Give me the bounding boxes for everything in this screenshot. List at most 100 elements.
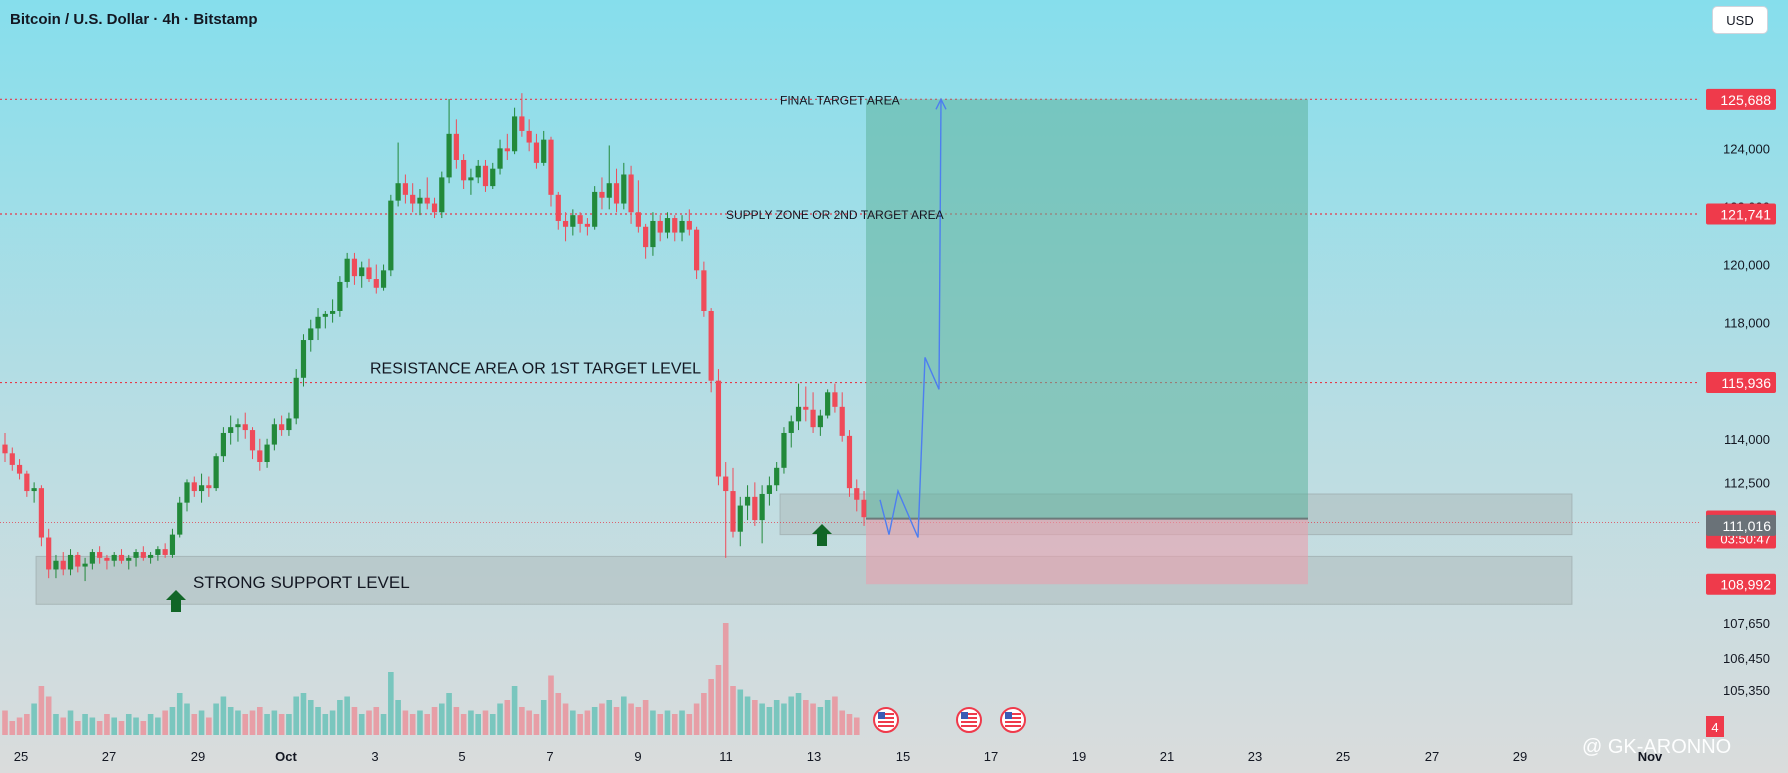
volume-bar [526, 710, 532, 735]
candle-body [635, 212, 641, 227]
candle [286, 412, 292, 436]
us-flag-icon [873, 707, 899, 733]
flag-stripe [961, 721, 977, 723]
volume-bar [133, 717, 139, 735]
currency-button[interactable]: USD [1712, 6, 1768, 34]
candle-body [228, 427, 234, 433]
x-tick-label: 3 [371, 749, 378, 764]
candle-body [293, 377, 299, 419]
candle-body [490, 168, 496, 187]
resistance-label: RESISTANCE AREA OR 1ST TARGET LEVEL [370, 361, 701, 378]
volume-bar [577, 714, 583, 735]
volume-axis-badge [1706, 716, 1724, 737]
x-tick-label: 29 [1513, 749, 1527, 764]
candle [453, 119, 459, 169]
volume-bar [89, 717, 96, 735]
final-target-label: FINAL TARGET AREA [780, 93, 900, 107]
volume-bar [628, 703, 634, 735]
candle-body [133, 552, 139, 558]
candle-body [9, 453, 15, 465]
candle-body [264, 444, 270, 463]
volume-bar [111, 717, 117, 735]
candle [781, 427, 787, 474]
price-label-badge [1706, 203, 1776, 225]
price-label-badge [1706, 372, 1776, 394]
volume-axis-label: 4 [1711, 720, 1718, 735]
x-tick-label: 13 [807, 749, 821, 764]
candle [315, 308, 321, 341]
candle [402, 174, 408, 204]
volume-bar [635, 707, 642, 735]
zone-box [35, 555, 1573, 605]
volume-bar [533, 714, 540, 735]
volume-bar [162, 710, 168, 735]
volume-bar [693, 703, 700, 735]
price-label: 108,992 [1720, 577, 1771, 593]
volume-bar [606, 700, 613, 735]
candle [388, 194, 394, 277]
candle [213, 453, 219, 492]
candle [351, 252, 358, 285]
candle [169, 528, 176, 558]
candle [643, 223, 649, 259]
candle-body [817, 415, 823, 428]
candle-body [31, 488, 37, 492]
flag-canton [961, 712, 968, 719]
candle [635, 180, 641, 233]
volume-bar [227, 707, 234, 735]
candle [548, 136, 554, 207]
x-tick-label: Oct [275, 749, 297, 764]
volume-bar [257, 707, 263, 735]
candle [482, 159, 489, 192]
flag-stripe [878, 717, 894, 719]
candle-body [730, 491, 736, 532]
volume-bar [125, 714, 132, 735]
candle-body [825, 392, 831, 416]
volume-bar [781, 703, 787, 735]
stop-zone [866, 518, 1308, 585]
candle-body [380, 270, 387, 288]
flag-stripe [1005, 721, 1021, 723]
x-tick-label: 9 [634, 749, 641, 764]
candle-body [672, 218, 678, 233]
candle-body [2, 444, 8, 454]
candle [184, 479, 190, 512]
candle [31, 482, 37, 503]
candle [599, 177, 605, 210]
volume-bar [482, 710, 489, 735]
candle-body [737, 505, 743, 532]
volume-bar [176, 693, 183, 735]
watermark: @ GK-ARONNO [1582, 736, 1732, 758]
volume-bar [409, 714, 416, 735]
candle [490, 162, 496, 190]
candle-body [504, 148, 510, 152]
candle-body [461, 159, 467, 181]
candle-body [104, 557, 110, 561]
volume-bar [329, 710, 336, 735]
candle-body [468, 177, 474, 181]
candle-body [592, 191, 598, 227]
candle [555, 191, 561, 230]
volume-bar [60, 717, 67, 735]
candle [774, 462, 780, 492]
candle-body [67, 554, 74, 570]
volume-bar [540, 700, 547, 735]
x-tick-label: 5 [458, 749, 465, 764]
candle-body [548, 139, 554, 195]
candle [526, 119, 532, 152]
candle-body [453, 133, 459, 160]
candle-body [512, 116, 518, 152]
candle [694, 226, 700, 280]
candle [24, 470, 30, 497]
volume-bar [715, 665, 722, 735]
candle-body [723, 476, 729, 492]
volume-bar [140, 721, 147, 735]
candle-body [373, 279, 379, 288]
candle [788, 415, 794, 448]
candle-body [497, 148, 503, 169]
candle-body [337, 281, 343, 311]
candle-body [206, 485, 212, 489]
candle [133, 549, 139, 567]
